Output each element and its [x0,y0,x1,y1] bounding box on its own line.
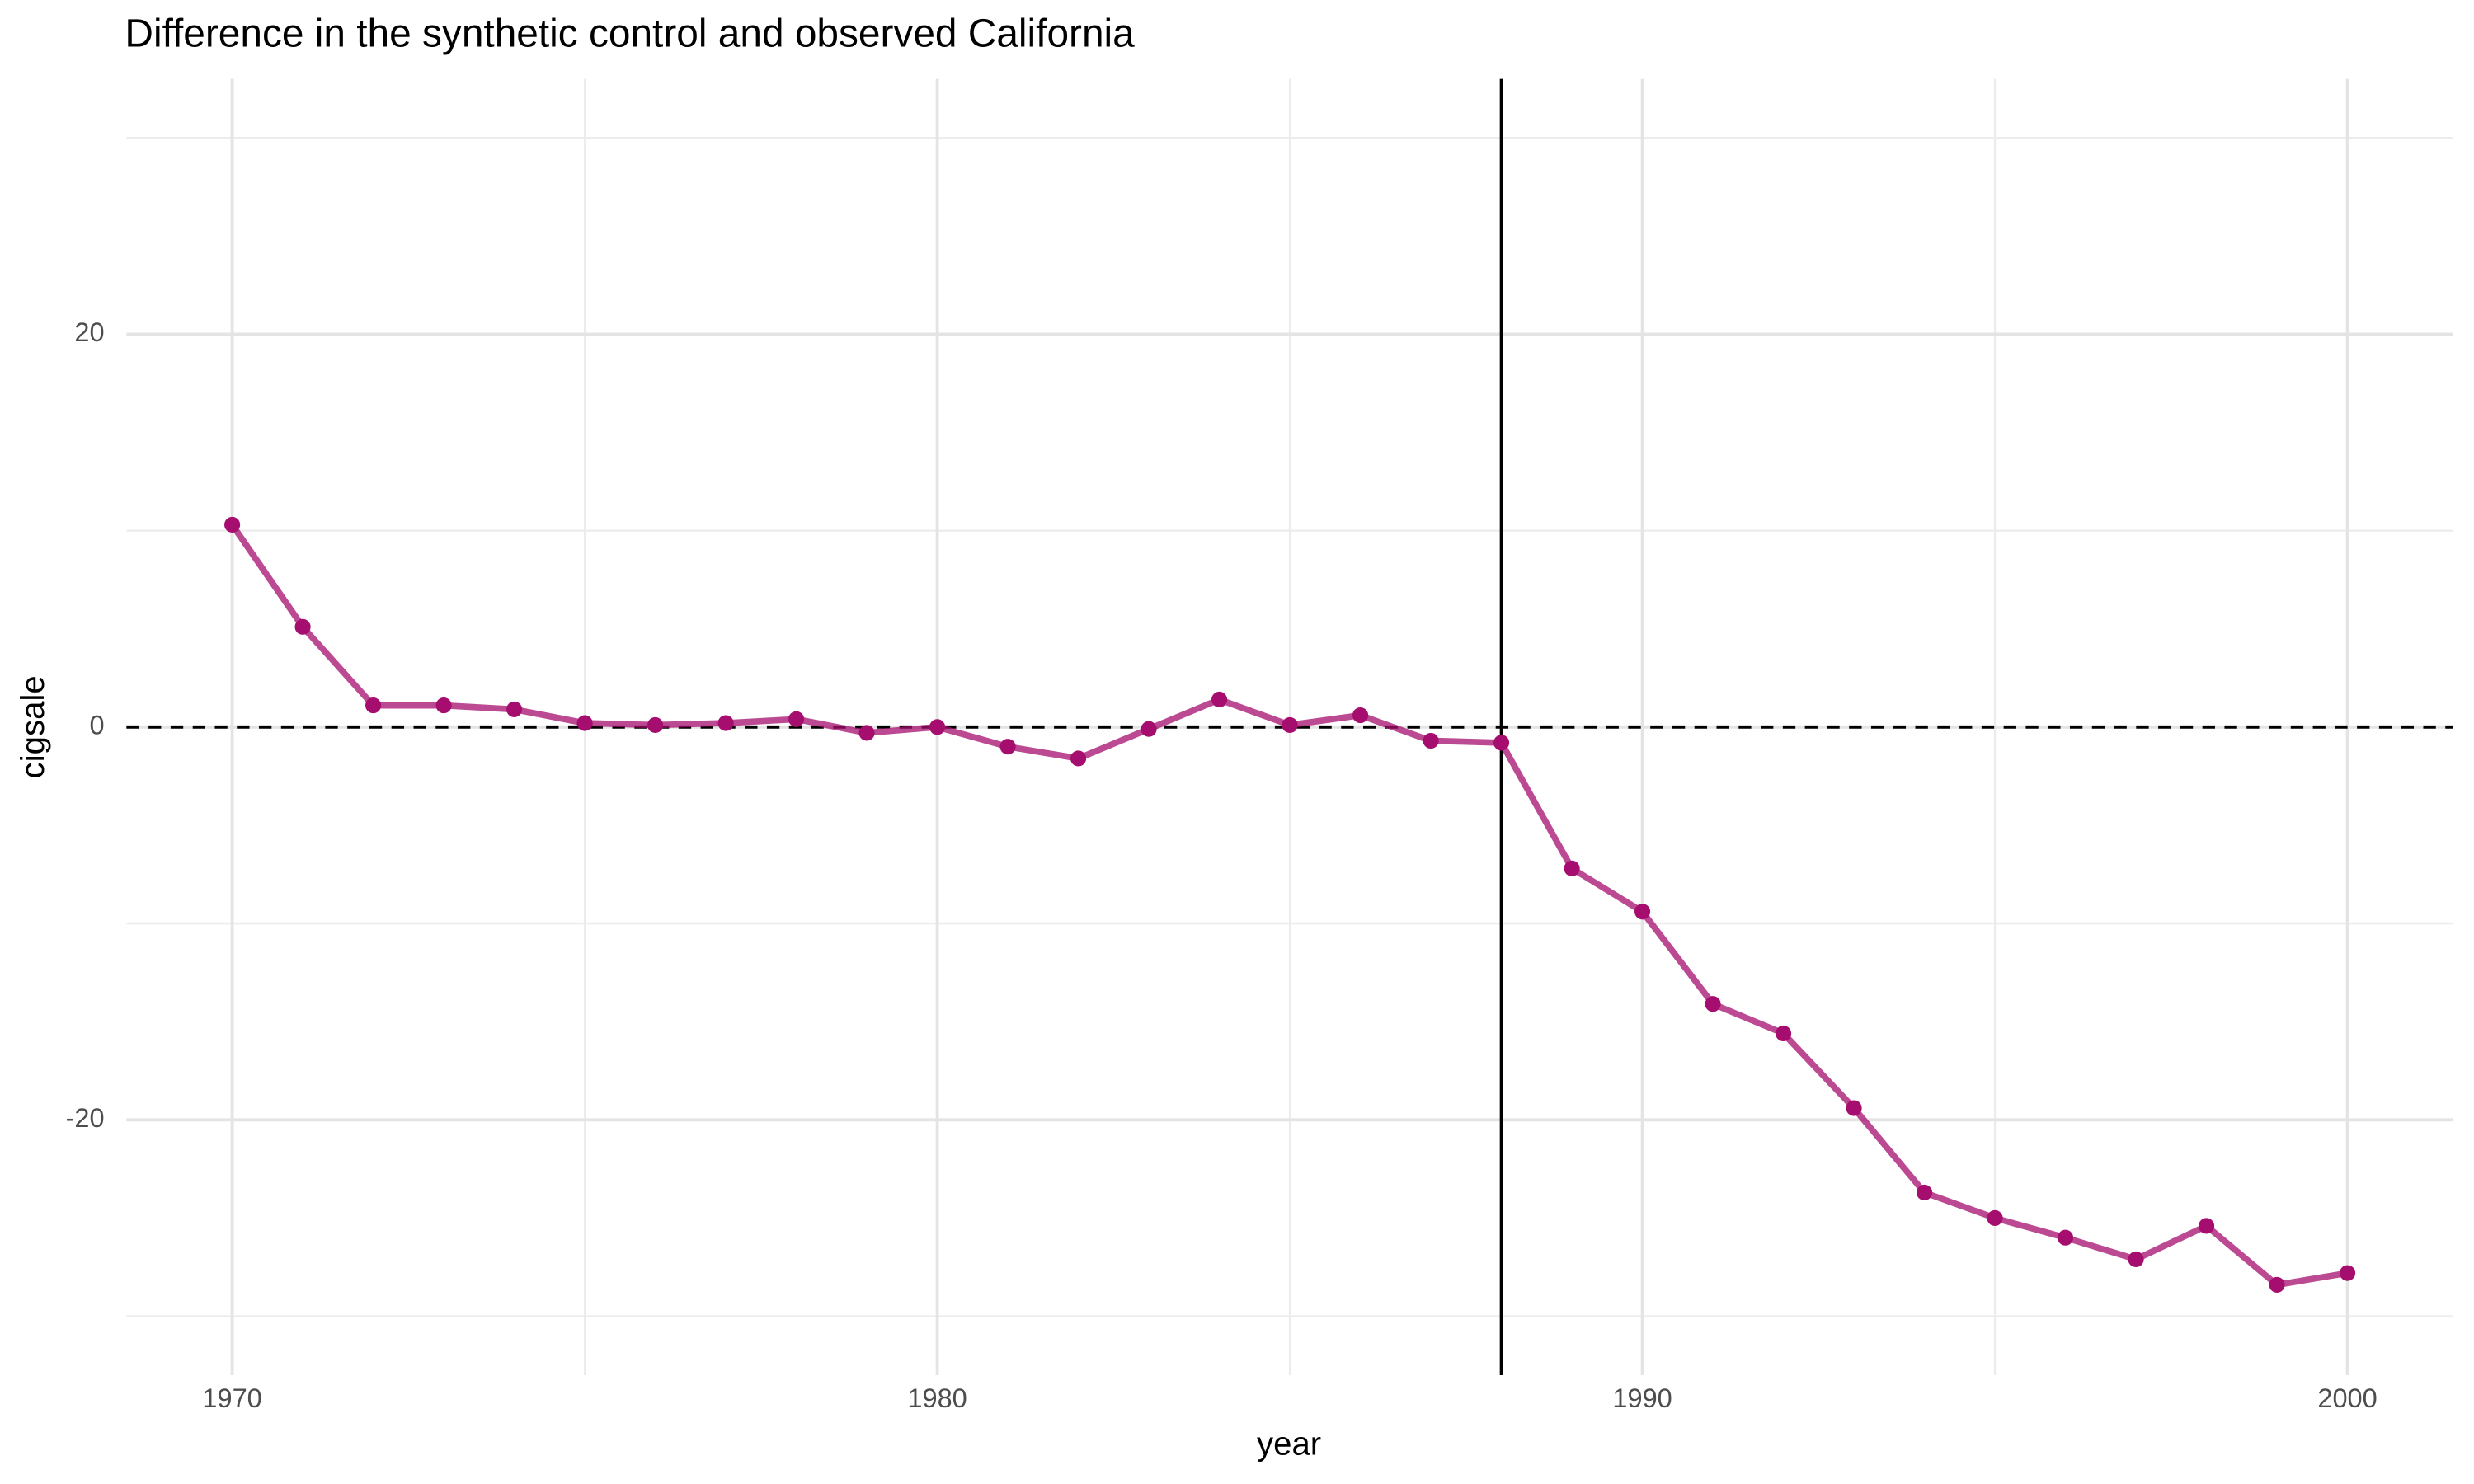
data-point [2269,1276,2285,1293]
y-tick-label: -20 [66,1103,105,1133]
x-tick-label: 1970 [202,1383,261,1413]
data-point [2199,1218,2215,1234]
data-point [2340,1265,2356,1281]
data-point [858,725,875,741]
x-tick-label: 1990 [1612,1383,1672,1413]
data-point [1846,1100,1862,1116]
y-axis-label: cigsale [14,675,51,778]
data-point [1564,860,1580,876]
data-point [576,715,593,731]
data-point [294,618,311,635]
data-point [1282,716,1298,734]
data-point [999,739,1016,755]
data-point [1634,904,1651,920]
chart-title: Difference in the synthetic control and … [125,12,1135,56]
data-point [224,516,241,533]
data-point [1352,707,1369,724]
x-tick-label: 2000 [2317,1383,2377,1413]
data-point [365,697,382,714]
data-point [1070,750,1087,767]
x-axis-label: year [1257,1425,1321,1463]
data-point [647,716,664,734]
data-point [1423,732,1439,749]
data-point [788,711,805,727]
data-point [1987,1209,2003,1226]
data-point [506,701,523,717]
data-point [1776,1025,1792,1042]
y-tick-label: 0 [89,710,104,740]
data-point [2058,1229,2074,1246]
x-tick-label: 1980 [907,1383,967,1413]
data-point [2128,1251,2144,1268]
data-point [1141,721,1157,737]
data-point [435,697,452,714]
data-point [1705,996,1721,1012]
data-point [1211,691,1228,708]
data-point [717,715,734,731]
data-point [1917,1184,1933,1201]
data-point [1493,735,1510,751]
y-tick-label: 20 [74,317,104,347]
data-point [929,719,946,735]
